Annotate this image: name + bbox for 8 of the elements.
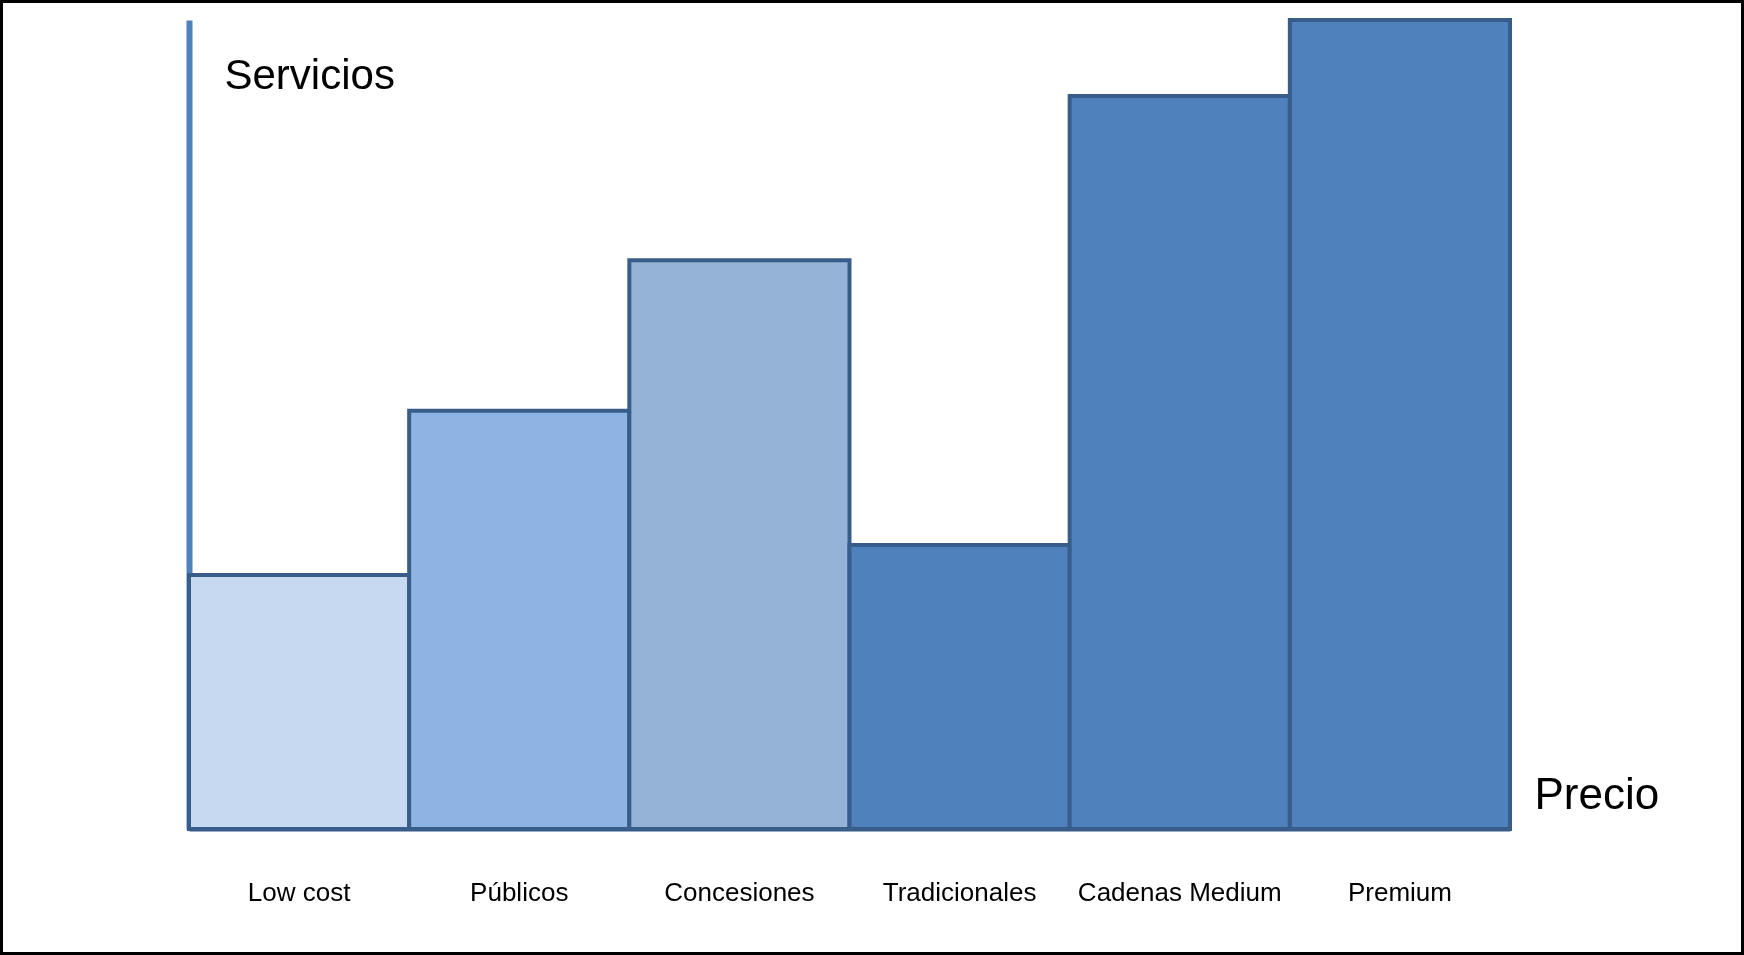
- x-tick-label: Tradicionales: [882, 876, 1037, 907]
- x-axis-title: Precio: [1534, 768, 1660, 818]
- x-tick-label: Concesiones: [664, 876, 815, 907]
- x-tick-label: Premium: [1347, 876, 1452, 907]
- x-tick-label: Cadenas Medium: [1077, 876, 1282, 907]
- x-tick-label: Low cost: [247, 876, 352, 907]
- x-tick-label: Públicos: [470, 876, 569, 907]
- y-axis-title: Servicios: [224, 50, 395, 98]
